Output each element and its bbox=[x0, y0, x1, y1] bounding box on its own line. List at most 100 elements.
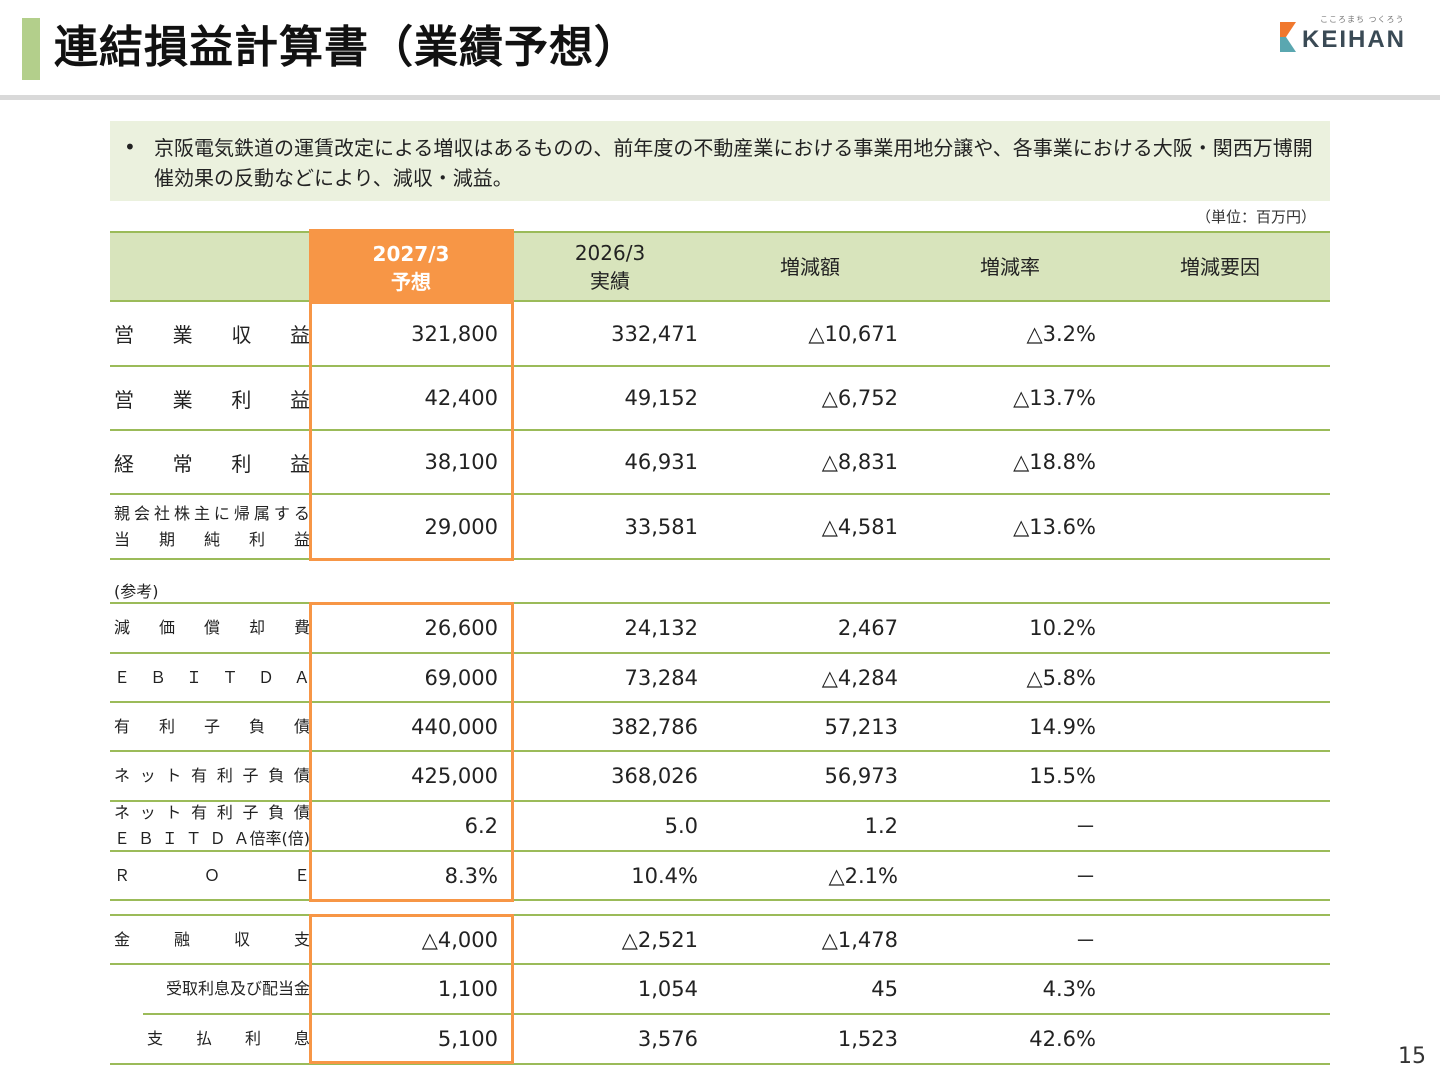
label-char: す bbox=[273, 503, 290, 523]
row-label: 支払利息 bbox=[147, 1015, 310, 1063]
label-line: 支払利息 bbox=[147, 1026, 310, 1052]
label-char: 償 bbox=[203, 618, 220, 637]
page-number: 15 bbox=[1398, 1044, 1426, 1069]
bullet: • bbox=[124, 135, 136, 159]
label-char: 有 bbox=[191, 766, 208, 785]
label-line: 営業収益 bbox=[114, 319, 310, 348]
label-char: ト bbox=[165, 766, 182, 785]
cell-change: 1,523 bbox=[837, 1027, 898, 1051]
table-row: ネット有利子負債 425,000 368,026 56,973 15.5% bbox=[110, 752, 1330, 802]
cell-rate: 10.2% bbox=[1029, 616, 1096, 640]
cell-rate: 4.3% bbox=[1042, 977, 1096, 1001]
cell-change: △4,284 bbox=[821, 665, 898, 690]
cell-forecast: 6.2 bbox=[464, 814, 498, 838]
label-char: Ｉ bbox=[185, 667, 202, 687]
label-char: Ｂ bbox=[137, 829, 154, 848]
table-row: 金 融 収 支 △4,000 △2,521 △1,478 － bbox=[110, 914, 1330, 965]
cell-actual: 5.0 bbox=[664, 814, 698, 838]
cell-change: △2.1% bbox=[828, 863, 898, 888]
cell-forecast: 69,000 bbox=[424, 665, 498, 690]
label-char: Ｅ bbox=[293, 865, 310, 885]
title-divider bbox=[0, 95, 1440, 100]
col-header-change: 増減額 bbox=[710, 233, 910, 300]
label-char: に bbox=[213, 503, 230, 523]
keihan-logo-mark-icon bbox=[1280, 22, 1296, 52]
label-char: Ｅ bbox=[114, 667, 131, 687]
cell-rate: △5.8% bbox=[1026, 665, 1096, 690]
summary-box: • 京阪電気鉄道の運賃改定による増収はあるものの、前年度の不動産業における事業用… bbox=[110, 121, 1330, 201]
col-header-line1: 増減要因 bbox=[1180, 254, 1260, 279]
row-label: 親会社株主に帰属する 当 期 純 利 益 bbox=[114, 495, 310, 558]
cell-forecast: 26,600 bbox=[424, 616, 498, 640]
cell-rate: △18.8% bbox=[1013, 450, 1096, 474]
label-line: ネット有利子負債 bbox=[114, 763, 310, 789]
cell-forecast: 321,800 bbox=[411, 321, 498, 346]
label-char: 子 bbox=[242, 766, 259, 785]
table-row: 親会社株主に帰属する 当 期 純 利 益 29,000 33,581 △4,581 △1… bbox=[110, 495, 1330, 560]
row-label: ネット有利子負債 Ｅ Ｂ Ｉ Ｔ Ｄ Ａ倍率(倍) bbox=[114, 802, 310, 850]
row-label: 有利子負債 bbox=[114, 703, 310, 750]
table-row: 営 業 収 益 321,800 332,471 △10,671 △3.2% bbox=[110, 302, 1330, 367]
cell-actual: 49,152 bbox=[624, 386, 698, 410]
label-char: 営 bbox=[114, 323, 134, 347]
label-line: 受取利息及び配当金 bbox=[147, 976, 310, 1002]
label-line: ネット有利子負債 bbox=[114, 800, 310, 826]
cell-actual: △2,521 bbox=[621, 927, 698, 952]
cell-change: △6,752 bbox=[821, 386, 898, 410]
label-char: 金 bbox=[114, 929, 131, 949]
row-label: 営業収益 bbox=[114, 302, 310, 365]
label-char: 息 bbox=[293, 1029, 310, 1048]
label-char: 属 bbox=[253, 503, 270, 523]
label-char: 債 bbox=[293, 716, 310, 736]
label-line: 減価償却費 bbox=[114, 615, 310, 641]
label-char: 負 bbox=[248, 716, 265, 736]
label-char: Ｒ bbox=[114, 865, 131, 885]
col-header-rate: 増減率 bbox=[910, 233, 1110, 300]
cell-rate: △13.6% bbox=[1013, 514, 1096, 539]
cell-rate: － bbox=[1075, 928, 1096, 953]
col-header-factor: 増減要因 bbox=[1110, 233, 1330, 300]
col-header-line1: 増減率 bbox=[980, 254, 1040, 279]
label-char: 益 bbox=[289, 323, 310, 347]
table-row: 支 払 利 息 5,100 3,576 1,523 42.6% bbox=[110, 1015, 1330, 1065]
label-char: 営 bbox=[114, 387, 134, 412]
label-char: 価 bbox=[158, 618, 175, 637]
row-label: 減価償却費 bbox=[114, 604, 310, 652]
label-line: 当期純利益 bbox=[114, 527, 310, 553]
label-line: 有利子負債 bbox=[114, 714, 310, 740]
label-char: 利 bbox=[244, 1029, 261, 1048]
col-header-actual: 2026/3 実績 bbox=[510, 233, 710, 300]
table-row: 営 業 利 益 42,400 49,152 △6,752 △13.7% bbox=[110, 367, 1330, 431]
col-header-line2: 実績 bbox=[590, 268, 630, 293]
label-char: ッ bbox=[139, 803, 156, 822]
label-char: 負 bbox=[268, 803, 285, 822]
label-char: 常 bbox=[172, 451, 193, 476]
label-char: 業 bbox=[172, 387, 193, 412]
label-char: Ｔ bbox=[185, 829, 202, 848]
unit-label: （単位：百万円） bbox=[1195, 208, 1316, 226]
label-char: 融 bbox=[173, 929, 190, 949]
label-char: 当 bbox=[114, 529, 131, 549]
cell-forecast: △4,000 bbox=[421, 927, 498, 952]
label-char: 利 bbox=[231, 387, 252, 412]
label-char: Ｉ bbox=[161, 829, 178, 848]
reference-label: (参考) bbox=[114, 582, 159, 601]
label-char: 利 bbox=[248, 529, 265, 549]
label-char: 純 bbox=[203, 529, 220, 549]
cell-actual: 24,132 bbox=[624, 616, 698, 640]
cell-rate: △3.2% bbox=[1026, 321, 1096, 346]
label-char: 収 bbox=[233, 929, 250, 949]
cell-forecast: 1,100 bbox=[437, 977, 498, 1001]
cell-rate: △13.7% bbox=[1013, 386, 1096, 410]
cell-forecast: 8.3% bbox=[444, 863, 498, 888]
label-char: ネ bbox=[114, 766, 131, 785]
label-char: 利 bbox=[216, 803, 233, 822]
row-label: 金融収支 bbox=[114, 916, 310, 963]
table-row: 受取利息及び配当金 1,100 1,054 45 4.3% bbox=[143, 965, 1330, 1015]
label-char: Ｏ bbox=[203, 865, 220, 885]
